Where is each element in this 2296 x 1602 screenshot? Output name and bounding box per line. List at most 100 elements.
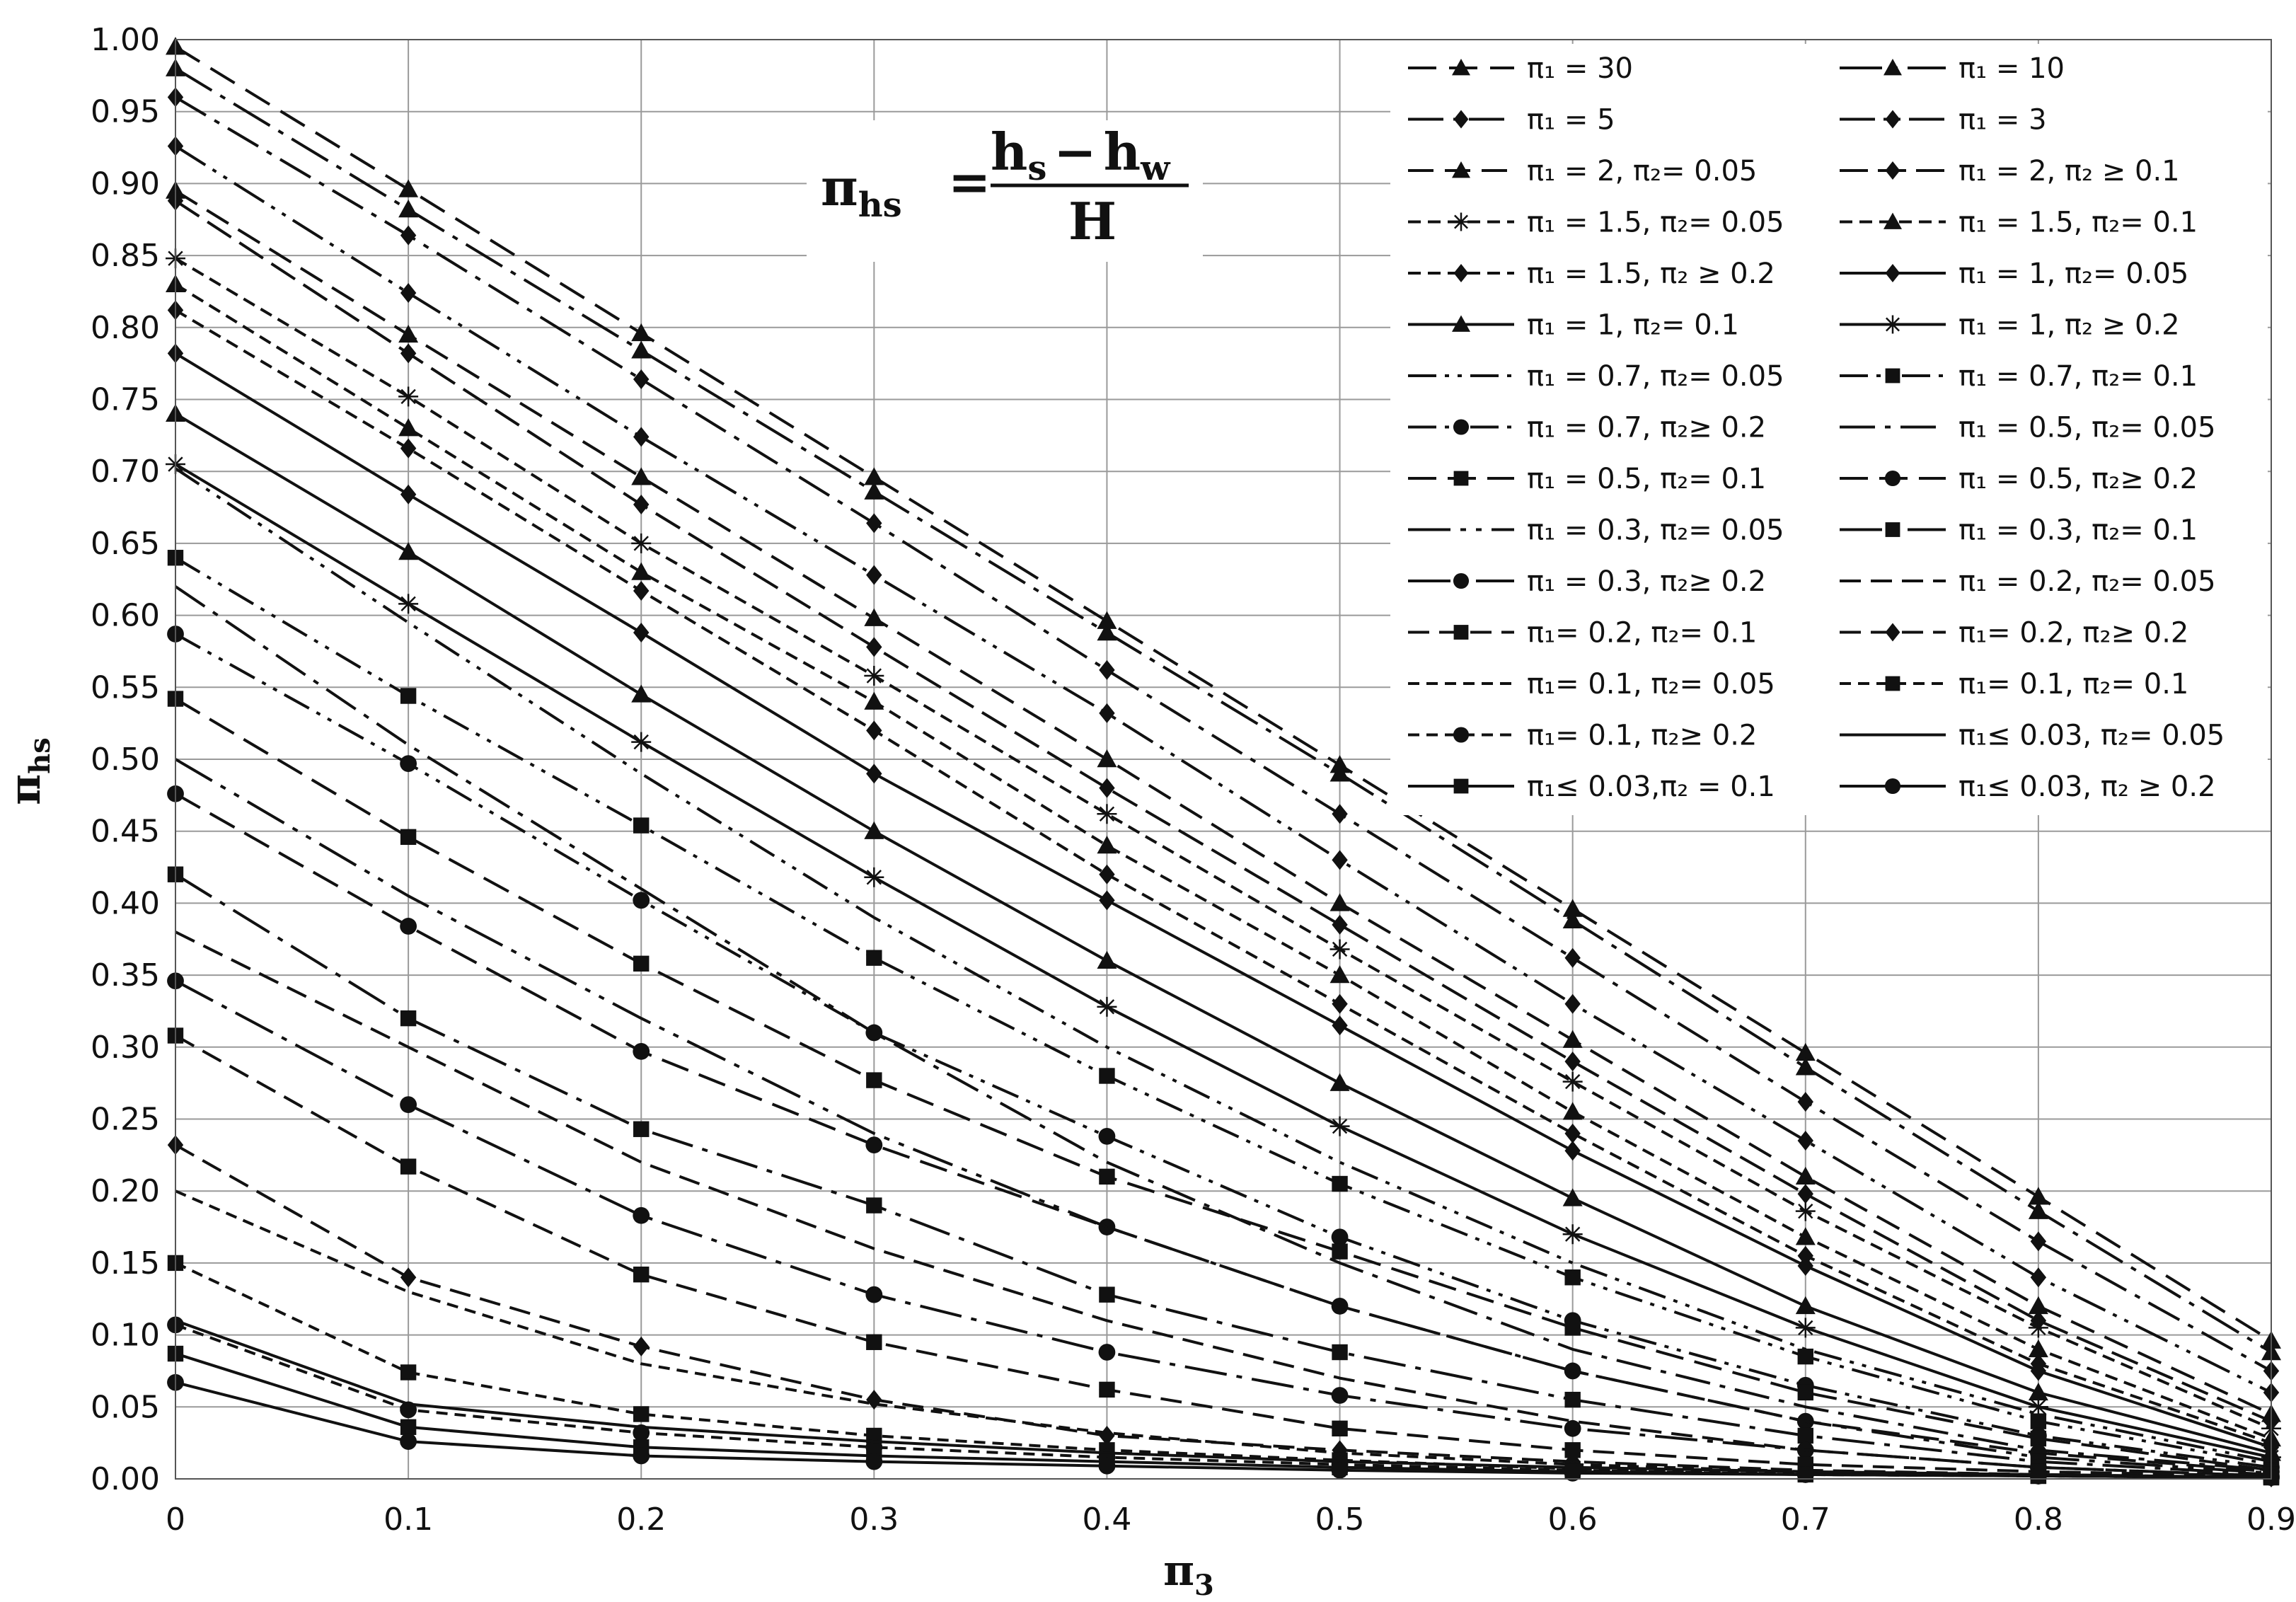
circle-marker xyxy=(1884,778,1901,795)
series-line xyxy=(174,45,2273,1342)
square-marker xyxy=(633,955,650,972)
triangle-marker xyxy=(631,467,652,485)
circle-marker xyxy=(865,1024,883,1042)
star-marker xyxy=(1329,1116,1350,1136)
diamond-marker xyxy=(1797,1131,1813,1151)
diamond-marker xyxy=(633,427,650,447)
square-marker xyxy=(866,1334,882,1350)
x-tick-label: 0.8 xyxy=(2014,1502,2063,1538)
diamond-marker xyxy=(1099,703,1115,723)
y-tick-label: 0.80 xyxy=(91,310,160,346)
diamond-marker xyxy=(400,1267,417,1288)
star-marker xyxy=(1452,212,1470,231)
formula-numerator: hs − hw xyxy=(991,122,1171,188)
triangle-marker xyxy=(1795,1166,1816,1185)
diamond-marker xyxy=(1099,890,1115,911)
diamond-marker xyxy=(1332,804,1348,824)
circle-marker xyxy=(1564,1464,1581,1482)
circle-marker xyxy=(400,755,417,773)
triangle-marker xyxy=(631,562,652,580)
diamond-marker xyxy=(2030,1231,2047,1252)
diamond-marker xyxy=(2030,1361,2047,1381)
triangle-marker xyxy=(1562,899,1583,917)
triangle-marker xyxy=(1562,1188,1583,1206)
diamond-marker xyxy=(1332,850,1348,870)
legend-label: π₁ = 1, π₂= 0.05 xyxy=(1958,258,2188,290)
series-line xyxy=(174,413,2272,1455)
legend-item: π₁ = 0.3, π₂= 0.05 xyxy=(1408,514,1784,547)
circle-marker xyxy=(400,1096,417,1114)
series-line xyxy=(174,189,2272,1416)
square-marker xyxy=(1797,1384,1813,1401)
star-marker xyxy=(864,666,884,686)
circle-marker xyxy=(400,918,417,935)
axis-title-subscript: hs xyxy=(23,737,57,774)
diamond-marker xyxy=(633,494,650,514)
star-marker xyxy=(1562,1071,1583,1092)
triangle-marker xyxy=(1329,1073,1350,1091)
series-line xyxy=(174,283,2272,1440)
diamond-marker xyxy=(1564,993,1581,1014)
x-tick-label: 0.2 xyxy=(616,1502,666,1538)
circle-marker xyxy=(2029,1468,2047,1485)
square-marker xyxy=(1099,1286,1115,1303)
circle-marker xyxy=(865,1136,883,1154)
circle-marker xyxy=(1453,419,1470,435)
legend-item: π₁ = 0.7, π₂= 0.05 xyxy=(1408,360,1784,393)
square-marker xyxy=(2030,1413,2047,1429)
square-marker xyxy=(1797,1427,1813,1444)
square-marker xyxy=(1797,1348,1813,1365)
legend-item: π₁ = 0.5, π₂= 0.1 xyxy=(1408,463,1766,495)
star-marker xyxy=(864,867,884,887)
square-marker xyxy=(1453,471,1469,486)
series xyxy=(167,343,2280,1458)
triangle-marker xyxy=(398,324,419,343)
y-tick-label: 0.35 xyxy=(91,957,160,993)
legend-label: π₁ = 0.7, π₂= 0.05 xyxy=(1527,360,1784,393)
diamond-marker xyxy=(1885,623,1900,642)
y-tick-label: 0.85 xyxy=(91,238,160,274)
star-marker xyxy=(1097,804,1117,824)
series-line xyxy=(174,556,2272,1466)
legend-item: π₁ = 10 xyxy=(1840,52,2065,85)
legend-item: π₁ = 1, π₂= 0.1 xyxy=(1408,309,1739,342)
legend-label: π₁ = 0.7, π₂≥ 0.2 xyxy=(1527,412,1766,444)
legend-item: π₁ = 30 xyxy=(1408,52,1633,85)
square-marker xyxy=(400,1010,417,1027)
square-marker xyxy=(866,1197,882,1214)
legend-label: π₁≤ 0.03, π₂= 0.05 xyxy=(1958,720,2225,752)
legend-label: π₁≤ 0.03,π₂ = 0.1 xyxy=(1527,771,1775,803)
series xyxy=(167,785,2280,1480)
series-line xyxy=(174,67,2273,1354)
diamond-marker xyxy=(866,720,882,741)
formula-lhs: πhs xyxy=(821,157,902,225)
series-line xyxy=(175,1319,2272,1479)
diamond-marker xyxy=(1564,1123,1581,1143)
triangle-marker xyxy=(1329,763,1350,782)
x-tick-label: 0 xyxy=(166,1502,185,1538)
diamond-marker xyxy=(400,484,417,505)
formula-equals: = xyxy=(948,151,991,212)
y-axis-title: πhs xyxy=(1,737,57,805)
legend-item: π₁ = 1, π₂ ≥ 0.2 xyxy=(1840,309,2180,342)
star-marker xyxy=(1329,939,1350,960)
x-tick-label: 0.4 xyxy=(1082,1502,1131,1538)
square-marker xyxy=(400,1419,417,1435)
legend-label: π₁ = 1, π₂ ≥ 0.2 xyxy=(1958,309,2180,342)
diamond-marker xyxy=(1797,1245,1813,1266)
diamond-marker xyxy=(1564,1051,1581,1072)
diamond-marker xyxy=(633,369,650,390)
y-tick-label: 0.25 xyxy=(91,1102,160,1138)
legend-item: π₁ = 0.7, π₂≥ 0.2 xyxy=(1408,412,1766,444)
series-line xyxy=(174,257,2272,1430)
diamond-marker xyxy=(866,763,882,784)
triangle-marker xyxy=(2028,1339,2048,1358)
legend-label: π₁ = 0.3, π₂≥ 0.2 xyxy=(1527,565,1766,598)
legend-item: π₁ = 0.5, π₂= 0.05 xyxy=(1840,412,2216,444)
legend-label: π₁ = 30 xyxy=(1527,52,1633,85)
y-tick-label: 0.50 xyxy=(91,742,160,778)
square-marker xyxy=(1099,1168,1115,1185)
legend-label: π₁ = 1, π₂= 0.1 xyxy=(1527,309,1739,342)
star-marker xyxy=(398,386,419,407)
